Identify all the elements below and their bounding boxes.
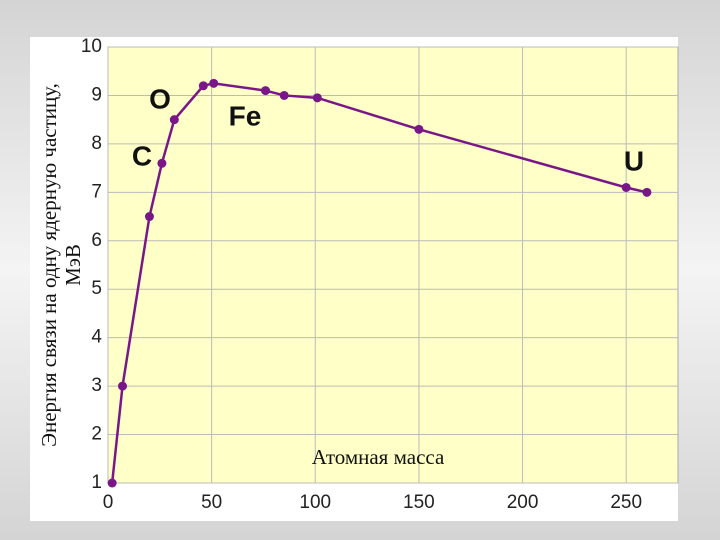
y-tick-label: 9	[91, 84, 102, 105]
data-point	[261, 86, 271, 96]
data-point	[312, 93, 322, 103]
y-tick-label: 10	[81, 36, 102, 57]
data-point	[279, 90, 289, 100]
y-axis-label: МэВ	[61, 244, 85, 286]
annotation: C	[132, 140, 152, 171]
x-tick-label: 250	[610, 492, 642, 513]
x-tick-label: 100	[299, 492, 331, 513]
y-tick-label: 7	[91, 181, 102, 202]
data-point	[107, 478, 117, 488]
data-point	[157, 158, 167, 168]
annotation: O	[149, 83, 171, 114]
x-axis-label: Атомная масса	[312, 445, 445, 469]
x-tick-label: 50	[201, 492, 222, 513]
data-point	[621, 182, 631, 192]
y-tick-label: 5	[91, 278, 102, 299]
annotation: U	[624, 145, 644, 176]
y-tick-label: 4	[91, 327, 102, 348]
data-point	[169, 115, 179, 125]
plot-area	[107, 46, 679, 484]
data-point	[414, 124, 424, 134]
y-tick-label: 6	[91, 230, 102, 251]
x-tick-label: 200	[507, 492, 539, 513]
y-tick-label: 2	[91, 424, 102, 445]
annotation: Fe	[229, 100, 262, 131]
y-tick-label: 1	[91, 472, 102, 493]
data-point	[198, 81, 208, 91]
x-tick-label: 150	[403, 492, 435, 513]
x-tick-label: 0	[103, 492, 114, 513]
y-tick-label: 8	[91, 133, 102, 154]
data-point	[642, 187, 652, 197]
data-point	[144, 212, 154, 222]
y-axis-label: Энергия связи на одну ядерную частицу,	[37, 83, 61, 447]
y-tick-label: 3	[91, 375, 102, 396]
data-point	[209, 78, 219, 88]
data-point	[118, 381, 128, 391]
